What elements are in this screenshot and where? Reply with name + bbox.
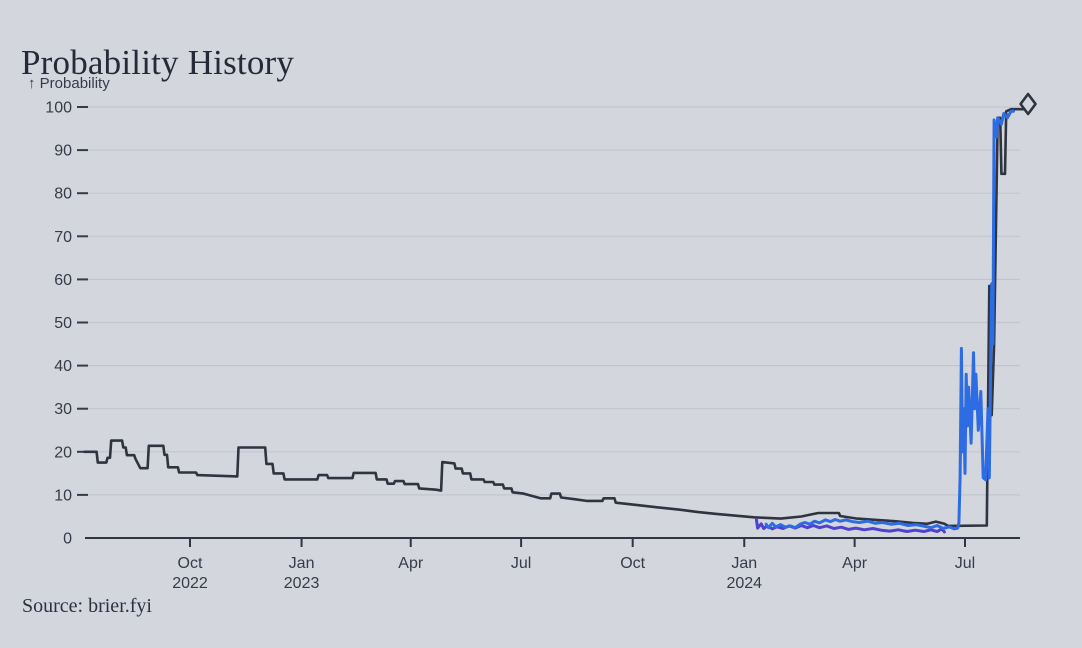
y-tick-label: 90 <box>54 143 72 160</box>
x-tick-label: Jan <box>289 555 315 572</box>
page-title: Probability History <box>21 43 295 83</box>
x-tick-label: Jul <box>511 555 531 572</box>
y-tick-label: 40 <box>54 358 72 375</box>
y-tick-label: 10 <box>54 487 72 504</box>
y-tick-label: 20 <box>54 444 72 461</box>
x-tick-year-label: 2024 <box>726 575 762 592</box>
x-tick-year-label: 2022 <box>172 575 208 592</box>
x-tick-label: Oct <box>178 555 203 572</box>
x-tick-label: Jan <box>731 555 757 572</box>
latest-value-diamond-marker <box>1019 92 1037 116</box>
y-tick-label: 60 <box>54 272 72 289</box>
series-line-market-purple <box>754 518 946 534</box>
y-tick-label: 80 <box>54 186 72 203</box>
y-tick-label: 0 <box>63 531 72 548</box>
series-line-market-blue <box>764 109 1015 531</box>
y-tick-label: 50 <box>54 315 72 332</box>
x-tick-year-label: 2023 <box>284 575 320 592</box>
y-axis-title: ↑ Probability <box>28 75 110 92</box>
y-tick-label: 70 <box>54 229 72 246</box>
x-tick-label: Jul <box>955 555 975 572</box>
x-tick-label: Apr <box>398 555 424 572</box>
y-tick-label: 30 <box>54 401 72 418</box>
x-tick-label: Apr <box>842 555 868 572</box>
x-tick-label: Oct <box>620 555 645 572</box>
y-tick-label: 100 <box>45 100 72 117</box>
source-note: Source: brier.fyi <box>22 595 152 617</box>
series-line-market-dark <box>83 104 1027 528</box>
